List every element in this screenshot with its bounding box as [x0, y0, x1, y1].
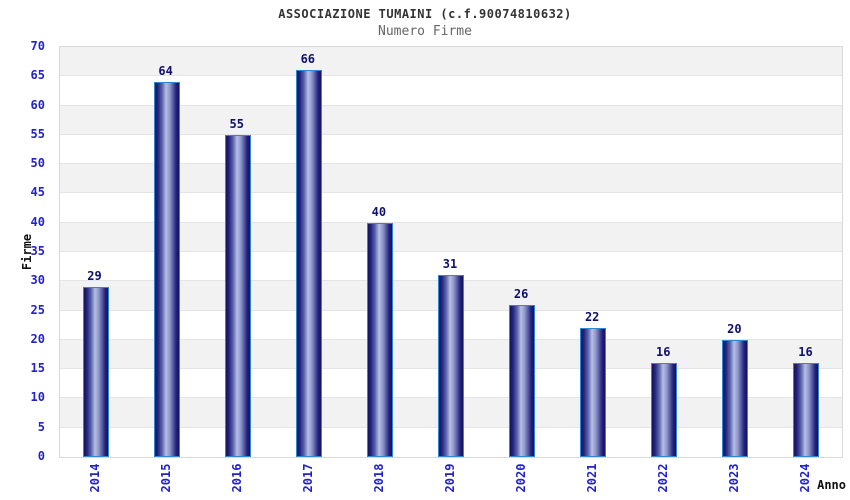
y-tick-label: 40	[30, 214, 45, 229]
y-tick-label: 35	[30, 244, 45, 258]
y-tick-label: 15	[30, 361, 45, 376]
bar-value-label: 66	[300, 52, 316, 67]
y-tick-label: 45	[30, 185, 45, 200]
bar-2016	[224, 134, 251, 457]
bar-value-label: 20	[727, 321, 742, 336]
plot-area	[59, 46, 843, 458]
plot-band	[60, 164, 842, 194]
bar-value-label: 16	[656, 345, 671, 360]
gridline	[60, 221, 842, 223]
bar-2020	[509, 304, 536, 457]
x-tick-label: 2024	[798, 463, 813, 493]
bar-2017	[295, 70, 322, 457]
y-tick-label: 10	[30, 390, 45, 405]
bar-2014	[82, 287, 109, 457]
gridline	[60, 192, 842, 194]
x-tick-label: 2017	[300, 463, 315, 493]
plot-band	[60, 105, 842, 135]
bar-2024	[793, 363, 820, 457]
x-tick-label: 2016	[229, 463, 244, 493]
y-tick-label: 70	[30, 39, 45, 53]
bar-value-label: 16	[798, 345, 813, 360]
y-tick-label: 25	[30, 302, 45, 317]
chart-subtitle: Numero Firme	[378, 24, 472, 39]
y-tick-label: 60	[30, 97, 45, 112]
bar-value-label: 26	[513, 286, 529, 301]
y-tick-label: 55	[30, 126, 45, 141]
y-tick-label: 0	[37, 449, 45, 463]
bar-2021	[580, 328, 607, 457]
bar-2015	[153, 82, 180, 457]
x-tick-label: 2019	[443, 463, 457, 493]
bar-value-label: 29	[87, 269, 102, 284]
y-tick-label: 20	[30, 331, 45, 346]
x-axis-title: Anno	[817, 478, 846, 492]
gridline	[60, 251, 842, 252]
y-tick-label: 50	[30, 156, 45, 171]
bar-value-label: 55	[229, 116, 244, 131]
y-tick-label: 30	[30, 273, 45, 288]
plot-band	[60, 222, 842, 252]
gridline	[60, 133, 842, 135]
x-tick-label: 2021	[585, 463, 600, 493]
plot-band	[60, 47, 842, 77]
x-tick-label: 2022	[656, 463, 671, 493]
bar-2018	[366, 222, 393, 457]
bar-value-label: 22	[584, 310, 600, 325]
chart-title: ASSOCIAZIONE TUMAINI (c.f.90074810632)	[278, 7, 572, 21]
y-tick-label: 65	[30, 68, 45, 83]
bar-value-label: 31	[442, 257, 458, 272]
bar-value-label: 64	[158, 64, 173, 79]
x-tick-label: 2023	[727, 463, 742, 493]
x-tick-label: 2015	[158, 463, 173, 493]
x-tick-label: 2018	[371, 463, 386, 493]
x-tick-label: 2020	[514, 463, 529, 493]
gridline	[60, 104, 842, 106]
bar-2022	[651, 363, 678, 457]
bar-2023	[722, 339, 749, 457]
bar-2019	[438, 275, 464, 457]
x-tick-label: 2014	[87, 463, 102, 493]
y-axis-title: Firme	[20, 233, 34, 271]
gridline	[60, 75, 842, 77]
bar-value-label: 40	[371, 204, 387, 219]
y-tick-label: 5	[37, 419, 45, 434]
gridline	[60, 163, 842, 165]
